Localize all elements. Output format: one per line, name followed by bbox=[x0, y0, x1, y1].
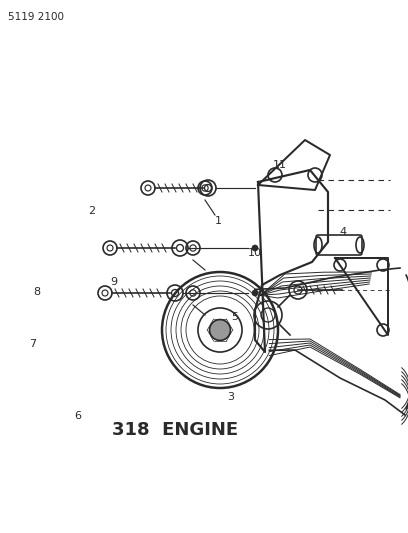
Circle shape bbox=[210, 320, 231, 341]
Text: 5119 2100: 5119 2100 bbox=[8, 12, 64, 22]
Text: 8: 8 bbox=[33, 287, 40, 297]
Text: 1: 1 bbox=[215, 216, 222, 226]
Text: 7: 7 bbox=[29, 339, 36, 349]
Circle shape bbox=[252, 290, 258, 296]
Text: 318  ENGINE: 318 ENGINE bbox=[112, 421, 238, 439]
Text: 3: 3 bbox=[227, 392, 234, 402]
Circle shape bbox=[252, 245, 258, 251]
Text: 9: 9 bbox=[111, 278, 118, 287]
Text: 4: 4 bbox=[339, 227, 346, 237]
Text: 5: 5 bbox=[231, 312, 238, 322]
Text: 2: 2 bbox=[88, 206, 95, 215]
Text: 11: 11 bbox=[273, 160, 286, 170]
Text: 6: 6 bbox=[74, 411, 81, 421]
Text: 10: 10 bbox=[248, 248, 262, 258]
